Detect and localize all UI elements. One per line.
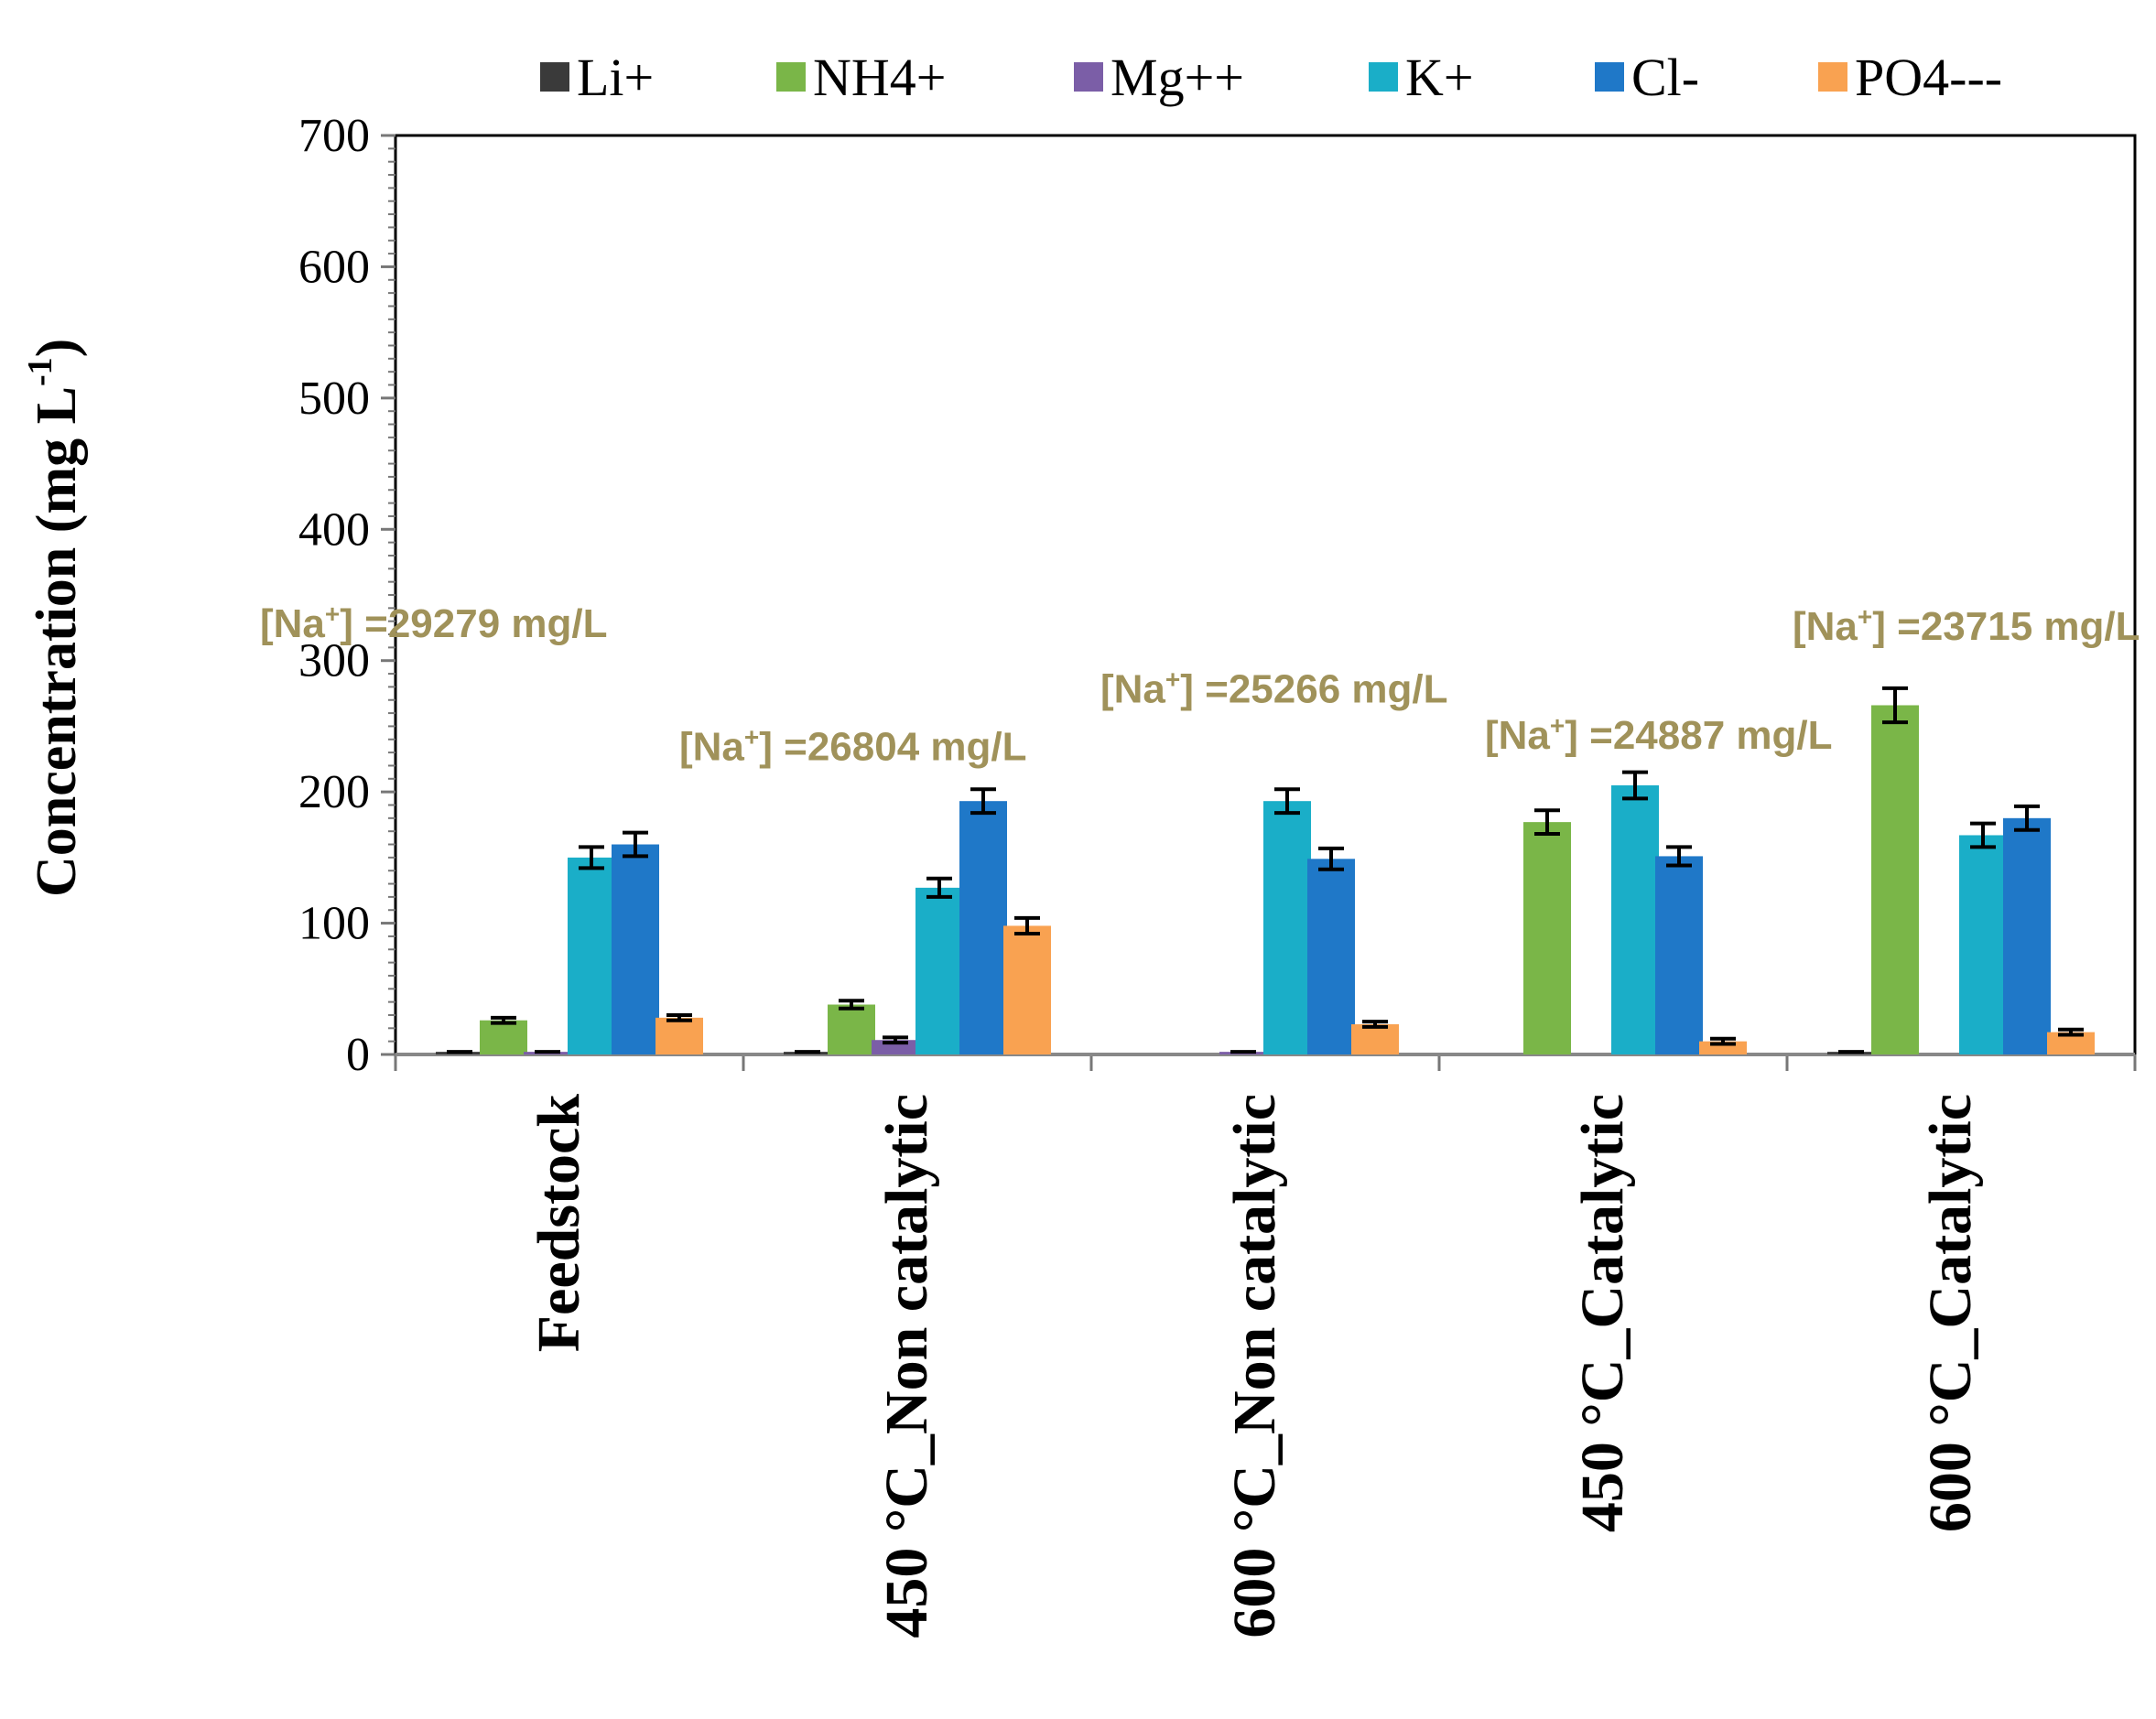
y-tick-label: 300 [298, 635, 370, 687]
sodium-annotation-value: ] =25266 mg/L [1180, 667, 1447, 712]
sodium-annotation: [Na+] =23715 mg/L [1793, 602, 2140, 649]
y-tick-label: 500 [298, 373, 370, 425]
annotations: [Na+] =29279 mg/L[Na+] =26804 mg/L[Na+] … [260, 600, 2140, 770]
category-label: 600 °C_Non catalytic [1221, 1094, 1288, 1638]
bar [959, 801, 1007, 1054]
sodium-annotation: [Na+] =26804 mg/L [679, 723, 1027, 770]
y-axis-title-sup: -1 [21, 357, 60, 386]
y-axis-title-main: Concentration (mg L [26, 386, 88, 897]
y-axis-title-close: ) [26, 339, 88, 358]
y-tick-label: 100 [298, 898, 370, 950]
sodium-annotation-prefix: [Na [679, 725, 744, 770]
bar [1523, 822, 1571, 1054]
legend-label: Li+ [577, 48, 654, 107]
category-labels: Feedstock 450 °C_Non catalytic 600 °C_Non … [525, 1094, 1984, 1638]
category-label: 450 °C_Non catalytic [873, 1094, 940, 1638]
sodium-annotation: [Na+] =29279 mg/L [260, 600, 608, 646]
legend-item: K+ [1369, 48, 1474, 107]
bar [1959, 835, 2007, 1054]
legend-label: K+ [1405, 48, 1474, 107]
sodium-annotation-sup: + [1550, 711, 1565, 740]
legend-swatch [540, 62, 569, 92]
bar [1655, 856, 1703, 1054]
sodium-annotation-prefix: [Na [1485, 713, 1550, 758]
sodium-annotation: [Na+] =25266 mg/L [1100, 665, 1448, 712]
y-tick-label: 200 [298, 766, 370, 818]
category-label: Feedstock [525, 1094, 592, 1353]
bar [612, 844, 659, 1054]
bar [480, 1020, 527, 1054]
legend-swatch [1818, 62, 1847, 92]
sodium-annotation-sup: + [1165, 665, 1180, 694]
sodium-annotation-value: ] =29279 mg/L [340, 601, 607, 646]
legend-swatch [1595, 62, 1624, 92]
y-tick-label: 0 [346, 1029, 370, 1081]
bar [655, 1017, 703, 1054]
legend-item: PO4--- [1818, 48, 2002, 107]
bar [1871, 705, 1919, 1054]
bar [1307, 859, 1355, 1054]
legend-label: Mg++ [1111, 48, 1244, 107]
bar [1351, 1024, 1399, 1054]
category-label: 600 °C_Catalytic [1917, 1094, 1984, 1532]
bar [828, 1004, 875, 1054]
legend-item: Li+ [540, 48, 654, 107]
bar [915, 887, 963, 1054]
legend-label: Cl- [1631, 48, 1699, 107]
legend-label: PO4--- [1855, 48, 2002, 107]
legend-item: Mg++ [1074, 48, 1244, 107]
legend: Li+ NH4+ Mg++ K+ Cl- PO4--- [540, 48, 2002, 107]
legend-item: Cl- [1595, 48, 1699, 107]
y-tick-label: 600 [298, 241, 370, 293]
sodium-annotation-value: ] =24887 mg/L [1565, 713, 1832, 758]
bars [436, 686, 2095, 1054]
sodium-annotation-prefix: [Na [1793, 604, 1858, 649]
y-tick-label: 400 [298, 503, 370, 556]
sodium-annotation-value: ] =26804 mg/L [759, 725, 1026, 770]
y-axis-label: Concentration (mg L-1) [21, 339, 88, 897]
category-label: 450 °C_Catalytic [1569, 1094, 1636, 1532]
legend-label: NH4+ [813, 48, 946, 107]
bar [568, 857, 615, 1054]
sodium-annotation-prefix: [Na [1100, 667, 1165, 712]
bar [1003, 925, 1051, 1054]
bar [2003, 817, 2051, 1054]
bar [1263, 801, 1311, 1054]
legend-swatch [1369, 62, 1398, 92]
sodium-annotation-sup: + [325, 600, 340, 628]
sodium-annotation-prefix: [Na [260, 601, 325, 646]
sodium-annotation: [Na+] =24887 mg/L [1485, 711, 1833, 758]
legend-item: NH4+ [776, 48, 946, 107]
legend-swatch [776, 62, 806, 92]
sodium-annotation-value: ] =23715 mg/L [1872, 604, 2140, 649]
sodium-annotation-sup: + [1858, 602, 1872, 631]
legend-swatch [1074, 62, 1103, 92]
y-axis-title: Concentration (mg L-1) [21, 339, 88, 897]
y-tick-label: 700 [298, 110, 370, 162]
sodium-annotation-sup: + [744, 723, 759, 751]
bar [1611, 784, 1659, 1054]
